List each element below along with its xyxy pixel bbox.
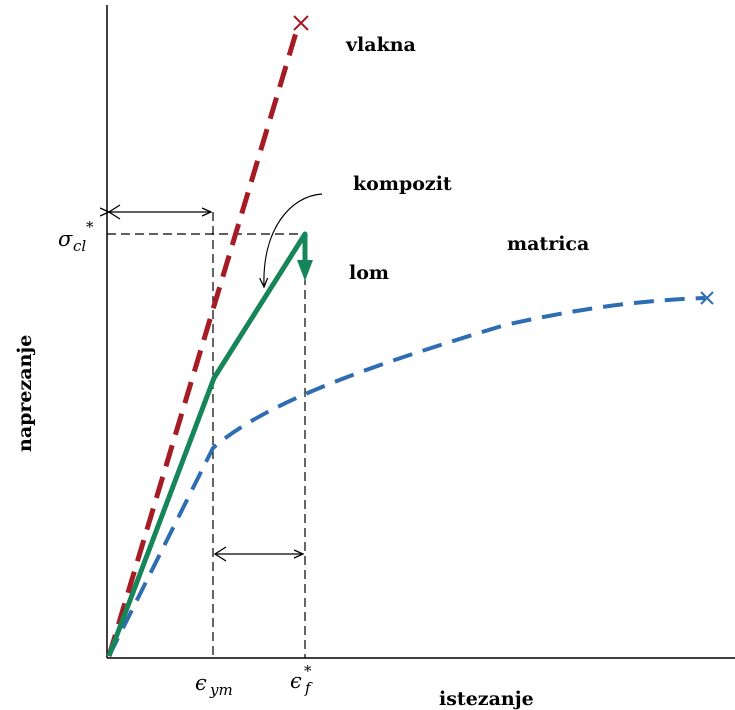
fracture-label: lom [349,262,389,284]
matrix-fracture-cross [700,291,714,305]
matrix-curve [107,296,706,657]
bottom-dimension-arrow-left-head [213,546,227,562]
eps-f-superscript: * [304,662,312,680]
matrix-label: matrica [507,233,589,255]
composite-fracture-arrowhead [297,260,313,281]
fiber-curve [106,25,301,657]
sigma-cl-label: σ cl * [58,218,94,255]
fiber-fracture-cross [293,15,309,31]
composite-label: kompozit [353,173,452,195]
sigma-subscript: cl [73,237,86,255]
top-dimension-arrow-left-head [107,204,121,220]
sigma-symbol: σ [58,227,73,251]
fiber-label: vlakna [345,34,416,56]
eps-ym-label: ϵ ym [195,671,233,699]
sigma-superscript: * [86,218,94,236]
eps-f-label: ϵ f * [290,662,313,697]
y-axis-label: naprezanje [14,335,36,452]
x-axis-label: istezanje [439,688,534,710]
eps-f-symbol: ϵ [290,669,302,693]
eps-ym-subscript: ym [209,681,233,699]
composite-pointer-arrow [264,193,323,287]
eps-ym-symbol: ϵ [195,671,207,695]
eps-f-subscript: f [304,679,313,697]
composite-curve [106,231,308,657]
